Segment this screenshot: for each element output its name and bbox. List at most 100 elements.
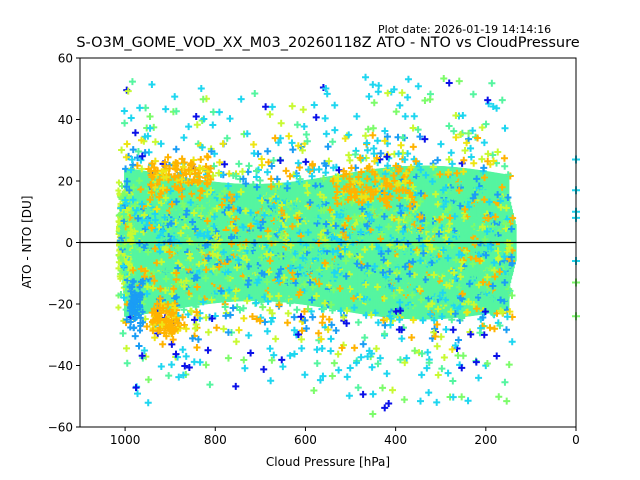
- scatter-point: [248, 313, 256, 321]
- scatter-point: [159, 227, 167, 235]
- scatter-point: [362, 281, 370, 289]
- scatter-point: [450, 192, 458, 200]
- scatter-point: [480, 139, 488, 147]
- scatter-point: [393, 267, 401, 275]
- scatter-point: [493, 352, 501, 360]
- scatter-point: [148, 80, 156, 88]
- scatter-point: [440, 219, 448, 227]
- scatter-point: [119, 262, 127, 270]
- scatter-point: [147, 171, 155, 179]
- scatter-point: [462, 226, 470, 234]
- scatter-point: [185, 179, 193, 187]
- scatter-point: [168, 290, 176, 298]
- scatter-point: [172, 315, 180, 323]
- scatter-point: [367, 186, 375, 194]
- scatter-point: [384, 89, 392, 97]
- scatter-point: [224, 182, 232, 190]
- scatter-point: [482, 251, 490, 259]
- scatter-point: [329, 233, 337, 241]
- scatter-point: [135, 223, 143, 231]
- scatter-point: [160, 329, 168, 337]
- scatter-point: [139, 308, 146, 315]
- scatter-point: [325, 157, 333, 165]
- scatter-point: [231, 227, 239, 235]
- scatter-point: [144, 399, 152, 407]
- scatter-point: [489, 151, 497, 159]
- scatter-point: [251, 89, 259, 97]
- scatter-point: [166, 164, 174, 172]
- scatter-point: [307, 186, 315, 194]
- scatter-point: [258, 254, 266, 262]
- scatter-point: [298, 344, 306, 352]
- scatter-point: [115, 179, 122, 186]
- scatter-point: [239, 175, 247, 183]
- scatter-point: [185, 364, 193, 372]
- scatter-point: [459, 290, 467, 298]
- scatter-point: [146, 196, 154, 204]
- scatter-point: [244, 281, 252, 289]
- scatter-point: [191, 265, 199, 273]
- scatter-point: [458, 242, 466, 250]
- scatter-point: [208, 207, 216, 215]
- scatter-point: [213, 324, 221, 332]
- scatter-point: [196, 194, 204, 202]
- scatter-point: [215, 169, 223, 177]
- scatter-point: [456, 215, 464, 223]
- scatter-point: [136, 284, 143, 291]
- scatter-point: [183, 293, 191, 301]
- scatter-point: [449, 377, 457, 385]
- scatter-point: [302, 131, 310, 139]
- scatter-point: [435, 230, 443, 238]
- scatter-point: [396, 202, 404, 210]
- scatter-point: [466, 280, 474, 288]
- scatter-point: [342, 233, 350, 241]
- scatter-point: [365, 211, 373, 219]
- scatter-point: [497, 223, 505, 231]
- scatter-point: [430, 328, 438, 336]
- scatter-point: [480, 309, 488, 317]
- scatter-point: [345, 187, 353, 195]
- scatter-point: [283, 184, 291, 192]
- scatter-point: [398, 326, 406, 334]
- scatter-point: [315, 239, 323, 247]
- scatter-point: [299, 254, 307, 262]
- scatter-point: [129, 266, 137, 274]
- scatter-point: [362, 238, 370, 246]
- scatter-point: [470, 159, 478, 167]
- scatter-point: [131, 332, 139, 340]
- scatter-point: [267, 183, 275, 191]
- scatter-point: [256, 228, 264, 236]
- scatter-point: [165, 324, 173, 332]
- scatter-point: [397, 141, 405, 149]
- scatter-point: [150, 305, 158, 313]
- scatter-point: [338, 344, 346, 352]
- scatter-point: [492, 224, 500, 232]
- scatter-point: [405, 248, 413, 256]
- scatter-point: [165, 372, 173, 380]
- scatter-point: [493, 289, 501, 297]
- scatter-point: [363, 262, 371, 270]
- scatter-point: [485, 281, 493, 289]
- scatter-point: [325, 315, 333, 323]
- scatter-point: [384, 259, 392, 267]
- scatter-point: [455, 187, 463, 195]
- scatter-point: [259, 235, 267, 243]
- scatter-point: [304, 228, 312, 236]
- scatter-point: [456, 294, 464, 302]
- scatter-point: [329, 138, 337, 146]
- scatter-point: [229, 304, 237, 312]
- scatter-point: [180, 203, 188, 211]
- scatter-point: [191, 225, 199, 233]
- scatter-point: [283, 213, 291, 221]
- scatter-point: [439, 246, 447, 254]
- scatter-point: [270, 210, 278, 218]
- scatter-point: [312, 215, 320, 223]
- scatter-point: [398, 89, 406, 97]
- scatter-point: [245, 331, 253, 339]
- scatter-point: [424, 348, 432, 356]
- scatter-point: [180, 283, 188, 291]
- scatter-point: [501, 124, 509, 132]
- scatter-point: [128, 311, 135, 318]
- scatter-point: [436, 170, 444, 178]
- scatter-point: [243, 269, 251, 277]
